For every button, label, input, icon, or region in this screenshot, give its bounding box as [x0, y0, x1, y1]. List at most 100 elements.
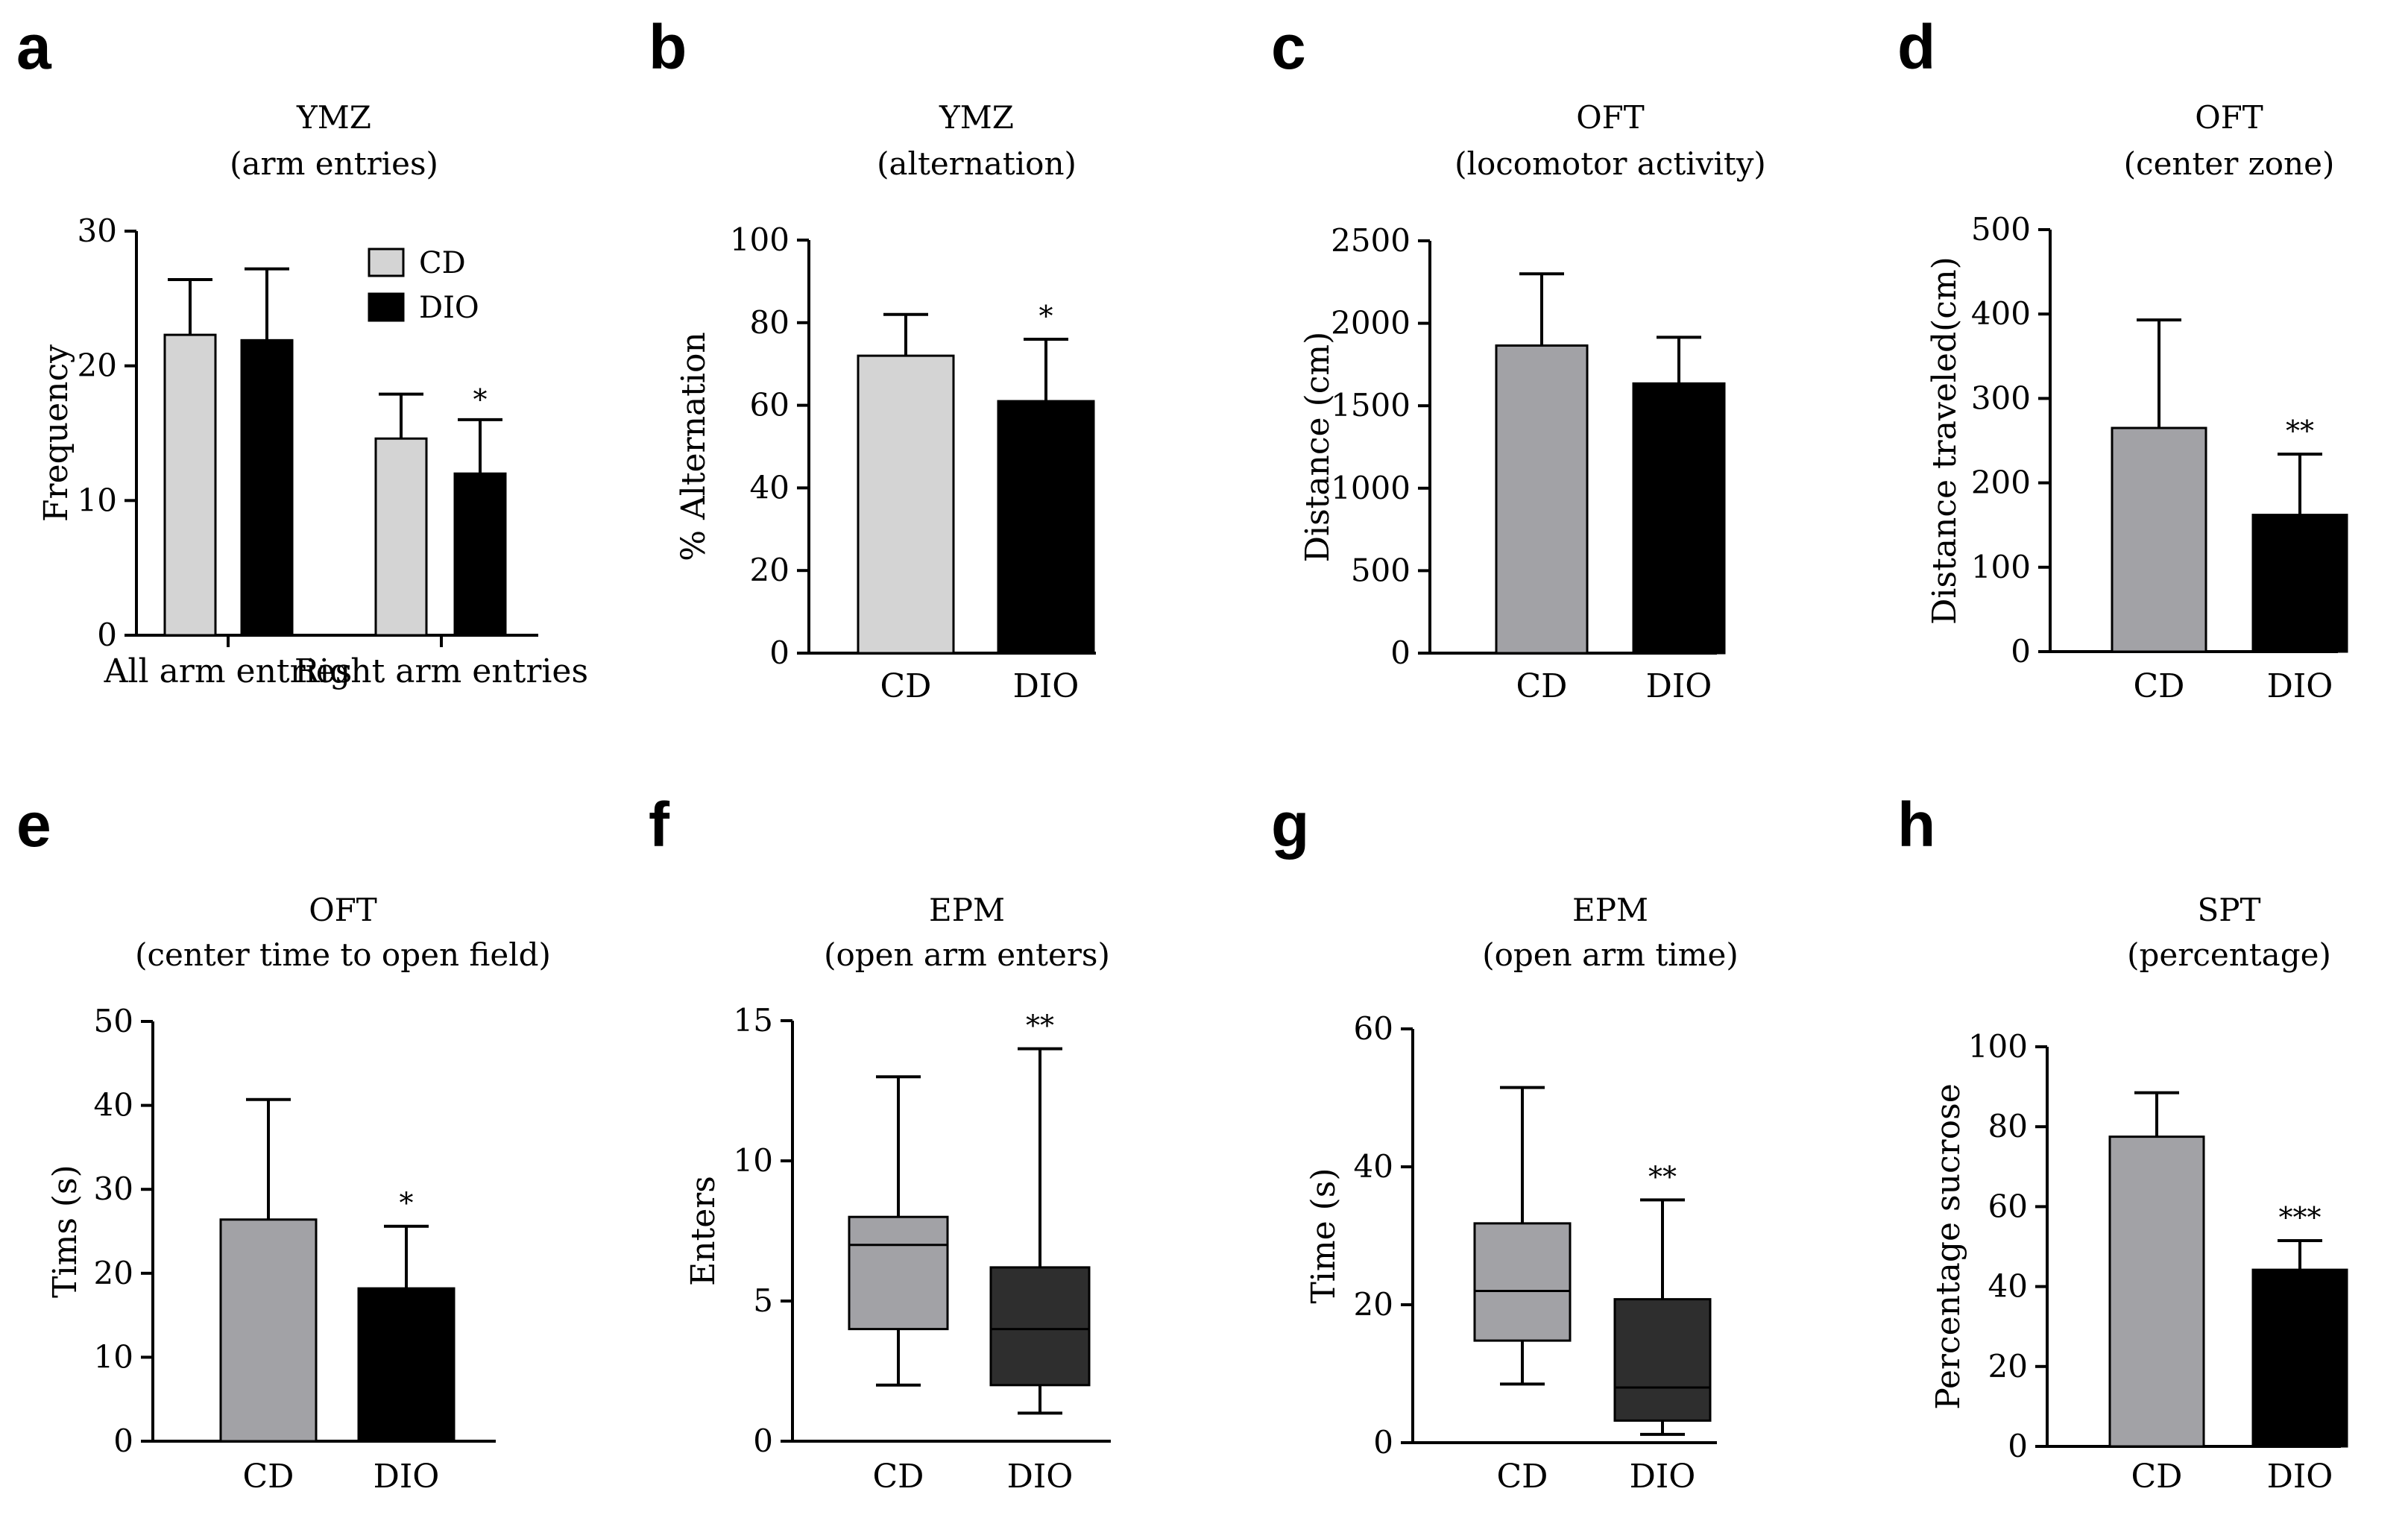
chart-title-line1: OFT — [309, 892, 377, 928]
x-tick-label: DIO — [1007, 1458, 1074, 1496]
x-tick-label: DIO — [374, 1458, 440, 1496]
x-tick-label: CD — [880, 667, 932, 705]
y-tick-label: 50 — [94, 1003, 133, 1039]
significance-marker: * — [1039, 300, 1053, 333]
panel-letter: b — [649, 12, 687, 82]
chart-title-line2: (arm entries) — [230, 145, 438, 182]
panel-letter: d — [1897, 12, 1935, 82]
y-tick-label: 500 — [1971, 211, 2031, 248]
chart-title-line2: (percentage) — [2127, 936, 2331, 973]
panel-letter: a — [16, 12, 52, 82]
bar-dio — [240, 338, 294, 637]
y-tick-label: 1500 — [1331, 387, 1411, 423]
chart-title-line1: EPM — [929, 892, 1005, 928]
bar-dio — [1632, 382, 1726, 655]
x-tick-label: DIO — [2267, 1458, 2333, 1496]
x-tick-label: CD — [873, 1458, 924, 1496]
chart-title-line1: OFT — [2195, 99, 2263, 136]
y-tick-label: 0 — [769, 634, 789, 671]
panel-d: d OFT (center zone) Distance traveled(cm) 0 1… — [1897, 12, 2348, 705]
y-tick-label: 400 — [1971, 295, 2031, 332]
y-tick-label: 500 — [1351, 552, 1411, 588]
y-tick-label: 40 — [94, 1087, 133, 1124]
y-axis-label: Distance traveled(cm) — [1926, 256, 1964, 625]
panel-h: h SPT (percentage) Percentage sucrose 0 20 40 6… — [1897, 790, 2348, 1496]
y-axis-label: Time (s) — [1305, 1168, 1343, 1303]
legend-swatch — [368, 292, 405, 322]
panel-letter: g — [1271, 790, 1309, 860]
y-tick-label: 40 — [750, 469, 789, 505]
y-tick-label: 100 — [730, 221, 789, 258]
y-tick-label: 0 — [113, 1423, 133, 1459]
x-tick-label: CD — [243, 1458, 294, 1496]
y-tick-label: 40 — [1988, 1268, 2028, 1305]
y-tick-label: 100 — [1968, 1028, 2028, 1065]
y-tick-label: 1000 — [1331, 470, 1411, 506]
bar-cd — [219, 1218, 318, 1443]
y-tick-label: 0 — [2011, 633, 2031, 670]
significance-marker: * — [473, 383, 488, 416]
significance-marker: * — [400, 1187, 414, 1220]
x-tick-label: CD — [2134, 667, 2185, 705]
panel-e: e OFT (center time to open field) Tims (s) 0… — [16, 790, 551, 1496]
y-tick-label: 0 — [2008, 1428, 2028, 1464]
y-tick-label: 80 — [1988, 1108, 2028, 1144]
y-axis-label: Frequency — [37, 344, 75, 522]
panel-b: b YMZ (alternation) % Alternation 0 20 40 60 80 1… — [649, 12, 1096, 705]
significance-marker: *** — [2279, 1201, 2322, 1234]
x-tick-label: DIO — [1646, 667, 1712, 705]
y-tick-label: 10 — [94, 1338, 133, 1375]
chart-title-line2: (center zone) — [2124, 145, 2335, 182]
x-tick-label: DIO — [2267, 667, 2333, 705]
bar-cd — [2108, 1136, 2205, 1448]
y-tick-label: 60 — [1354, 1010, 1393, 1047]
x-tick-label: DIO — [1630, 1458, 1696, 1496]
bar-cd — [857, 354, 955, 655]
y-tick-label: 2500 — [1331, 222, 1411, 259]
y-axis-label: Enters — [684, 1176, 722, 1286]
chart-title-line1: YMZ — [296, 99, 371, 136]
bar-cd — [1495, 344, 1589, 655]
bar-dio — [2251, 1268, 2348, 1448]
y-tick-label: 20 — [1988, 1348, 2028, 1385]
bar-cd — [2111, 426, 2207, 653]
significance-marker: ** — [2286, 415, 2314, 447]
box-dio — [989, 1266, 1091, 1387]
chart-title-line1: SPT — [2197, 892, 2260, 928]
chart-title-line2: (locomotor activity) — [1454, 145, 1766, 182]
y-axis-label: Distance (cm) — [1299, 332, 1337, 563]
y-tick-label: 15 — [734, 1002, 773, 1039]
box-cd — [1473, 1222, 1572, 1342]
significance-marker: ** — [1026, 1010, 1054, 1042]
legend-label: DIO — [419, 291, 479, 325]
x-tick-label: Right arm entries — [294, 652, 588, 690]
bar-dio — [997, 400, 1095, 655]
chart-title-line2: (alternation) — [877, 145, 1077, 182]
y-axis-label: % Alternation — [675, 332, 713, 561]
box-dio — [1613, 1298, 1712, 1422]
y-tick-label: 0 — [97, 617, 117, 653]
y-tick-label: 300 — [1971, 379, 2031, 416]
x-tick-label: CD — [1497, 1458, 1548, 1496]
panel-letter: h — [1897, 790, 1935, 860]
y-axis-label: Percentage sucrose — [1929, 1083, 1967, 1410]
x-tick-label: DIO — [1013, 667, 1079, 705]
y-tick-label: 5 — [753, 1282, 773, 1319]
y-tick-label: 100 — [1971, 549, 2031, 585]
y-tick-label: 10 — [78, 482, 117, 518]
y-axis-label: Tims (s) — [46, 1165, 84, 1298]
x-tick-label: All arm entries — [104, 652, 353, 690]
bar-dio — [2251, 514, 2348, 653]
y-tick-label: 200 — [1971, 464, 2031, 501]
y-tick-label: 0 — [753, 1423, 773, 1459]
chart-title-line1: EPM — [1572, 892, 1648, 928]
y-tick-label: 10 — [734, 1142, 773, 1179]
legend-label: CD — [419, 246, 466, 280]
chart-title-line2: (open arm enters) — [824, 936, 1110, 973]
chart-title-line1: YMZ — [939, 99, 1014, 136]
bar-cd — [163, 333, 217, 637]
y-tick-label: 30 — [94, 1171, 133, 1207]
y-tick-label: 20 — [94, 1255, 133, 1291]
x-tick-label: CD — [2131, 1458, 2183, 1496]
